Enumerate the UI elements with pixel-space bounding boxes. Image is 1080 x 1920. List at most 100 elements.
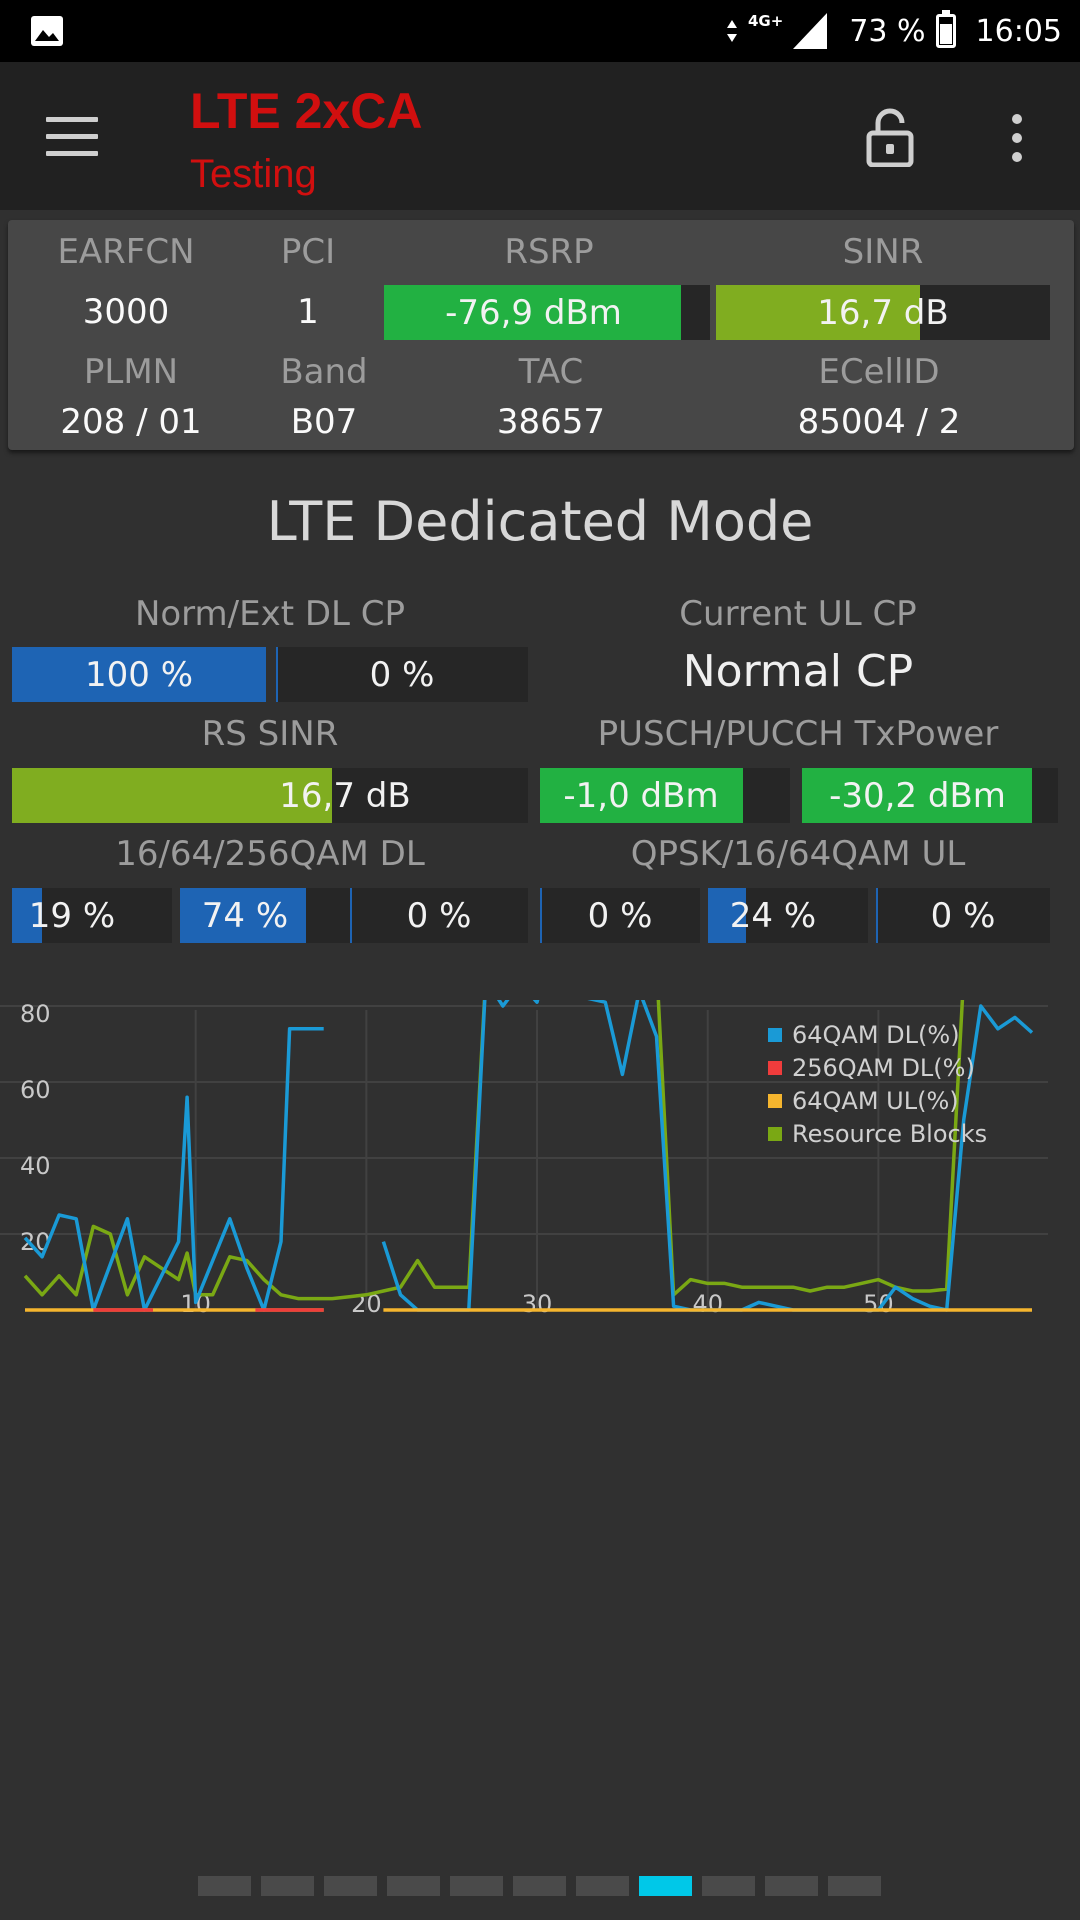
dl-cp-extended-value: 0 % — [369, 654, 435, 695]
rs-sinr-label: RS SINR — [201, 714, 339, 754]
legend-entry: 256QAM DL(%) — [768, 1051, 987, 1084]
qam-ul-16-value: 24 % — [729, 895, 817, 936]
menu-icon[interactable] — [46, 117, 98, 157]
page-indicator-dot[interactable] — [513, 1876, 566, 1896]
legend-label: 64QAM UL(%) — [792, 1086, 959, 1115]
x-tick-label: 30 — [522, 1290, 553, 1318]
rs-sinr-bar: 16,7 dB — [12, 768, 528, 823]
qam-ul-label: QPSK/16/64QAM UL — [630, 834, 966, 874]
qam-ul-64-value: 0 % — [930, 895, 996, 936]
qam-dl-256-value: 0 % — [406, 895, 472, 936]
legend-swatch — [768, 1060, 782, 1075]
rsrp-value: -76,9 dBm — [445, 292, 622, 333]
qam-dl-16-value: 19 % — [28, 895, 116, 936]
page-indicator-dot[interactable] — [450, 1876, 503, 1896]
battery-percent: 73 % — [849, 13, 926, 49]
qam-ul-16-bar: 24 % — [708, 888, 868, 943]
x-tick-label: 40 — [692, 1290, 723, 1318]
qam-ul-qpsk-bar: 0 % — [540, 888, 700, 943]
rsrp-bar: -76,9 dBm — [384, 285, 710, 340]
tac-value: 38657 — [496, 402, 606, 442]
ecellid-value: 85004 / 2 — [797, 402, 961, 442]
legend-label: Resource Blocks — [792, 1119, 988, 1148]
plmn-label: PLMN — [83, 352, 179, 392]
page-indicator-dot[interactable] — [702, 1876, 755, 1896]
page-indicator-dot[interactable] — [576, 1876, 629, 1896]
band-value: B07 — [290, 402, 358, 442]
ul-cp-label: Current UL CP — [679, 594, 917, 634]
dl-cp-extended-bar: 0 % — [276, 647, 528, 702]
bar-separator — [540, 888, 542, 943]
plmn-value: 208 / 01 — [60, 402, 202, 442]
qam-dl-16-bar: 19 % — [12, 888, 172, 943]
pucch-txpower-bar: -30,2 dBm — [802, 768, 1058, 823]
legend-label: 256QAM DL(%) — [792, 1053, 975, 1082]
tac-label: TAC — [518, 352, 584, 392]
page-indicator-dot[interactable] — [828, 1876, 881, 1896]
legend-swatch — [768, 1027, 782, 1042]
page-indicator-dot[interactable] — [639, 1876, 692, 1896]
pucch-txpower-value: -30,2 dBm — [829, 775, 1006, 816]
legend-label: 64QAM DL(%) — [792, 1020, 960, 1049]
earfcn-label: EARFCN — [57, 232, 195, 272]
y-tick-label: 40 — [20, 1152, 51, 1180]
qam-ul-qpsk-value: 0 % — [587, 895, 653, 936]
series-line-resource-blocks — [23, 1000, 965, 1301]
battery-icon — [935, 10, 956, 48]
page-indicator-dot[interactable] — [387, 1876, 440, 1896]
page-indicator-dot[interactable] — [765, 1876, 818, 1896]
bar-separator — [276, 647, 278, 702]
pci-label: PCI — [280, 232, 336, 272]
qam-dl-64-value: 74 % — [201, 895, 289, 936]
unlock-icon[interactable] — [866, 107, 914, 167]
ul-cp-value: Normal CP — [682, 646, 914, 697]
pci-value: 1 — [297, 292, 319, 332]
bar-separator — [350, 888, 352, 943]
section-title: LTE Dedicated Mode — [266, 490, 814, 553]
data-arrows-icon — [726, 20, 737, 42]
app-subtitle: Testing — [190, 152, 317, 196]
y-tick-label: 60 — [20, 1076, 51, 1104]
qam-dl-256-bar: 0 % — [350, 888, 528, 943]
y-tick-label: 80 — [20, 1000, 51, 1028]
qam-dl-64-bar: 74 % — [180, 888, 350, 943]
dl-cp-label: Norm/Ext DL CP — [134, 594, 406, 634]
dl-cp-normal-bar: 100 % — [12, 647, 266, 702]
bar-separator — [876, 888, 878, 943]
sinr-label: SINR — [842, 232, 924, 272]
signal-icon — [793, 13, 828, 49]
dl-cp-normal-value: 100 % — [84, 654, 193, 695]
rsrp-label: RSRP — [504, 232, 594, 272]
band-label: Band — [280, 352, 368, 392]
cell-info-panel: EARFCN 3000 PCI 1 RSRP -76,9 dBm SINR 16… — [8, 220, 1074, 450]
rs-sinr-value: 16,7 dB — [279, 775, 411, 816]
series-line-64qam-dl — [23, 1027, 324, 1312]
legend-entry: Resource Blocks — [768, 1117, 987, 1150]
legend-swatch — [768, 1126, 782, 1141]
gallery-notification-icon — [31, 16, 63, 46]
app-bar: LTE 2xCA Testing — [0, 62, 1080, 210]
page-indicator-dot[interactable] — [324, 1876, 377, 1896]
pusch-txpower-bar: -1,0 dBm — [540, 768, 790, 823]
qam-dl-label: 16/64/256QAM DL — [115, 834, 425, 874]
legend-entry: 64QAM DL(%) — [768, 1018, 987, 1051]
sinr-bar: 16,7 dB — [716, 285, 1050, 340]
network-type: 4G+ — [747, 12, 784, 30]
chart-legend: 64QAM DL(%) 256QAM DL(%) 64QAM UL(%) Resour… — [768, 1018, 987, 1150]
ecellid-label: ECellID — [818, 352, 940, 392]
legend-entry: 64QAM UL(%) — [768, 1084, 987, 1117]
page-indicator-dot[interactable] — [261, 1876, 314, 1896]
txpower-label: PUSCH/PUCCH TxPower — [597, 714, 999, 754]
legend-swatch — [768, 1093, 782, 1108]
more-options-icon[interactable] — [1000, 114, 1034, 164]
sinr-value: 16,7 dB — [817, 292, 949, 333]
pusch-txpower-value: -1,0 dBm — [563, 775, 719, 816]
clock: 16:05 — [975, 13, 1062, 49]
page-indicator — [198, 1876, 881, 1896]
app-title: LTE 2xCA — [190, 83, 423, 139]
page-indicator-dot[interactable] — [198, 1876, 251, 1896]
status-bar: 4G+ 73 % 16:05 — [0, 0, 1080, 62]
qam-ul-64-bar: 0 % — [876, 888, 1050, 943]
earfcn-value: 3000 — [82, 292, 170, 332]
